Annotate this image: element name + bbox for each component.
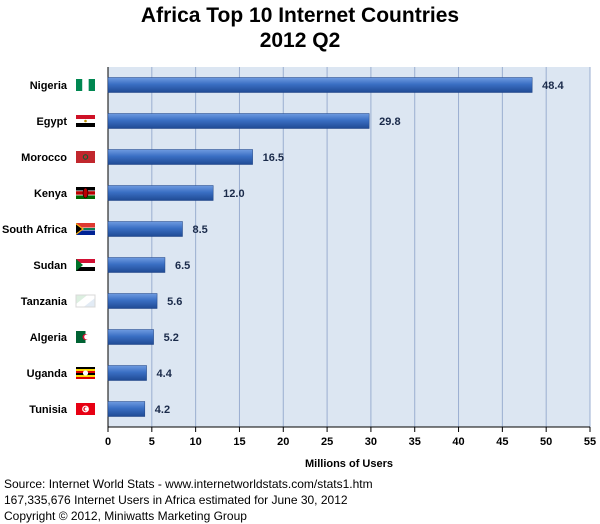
bar: [107, 329, 154, 345]
data-label: 29.8: [379, 116, 400, 128]
bar: [107, 149, 253, 165]
data-label: 5.6: [167, 296, 182, 308]
south-africa-flag-icon: [76, 223, 95, 235]
bar: [107, 401, 146, 417]
kenya-flag-icon: [76, 187, 95, 199]
x-tick-label: 30: [365, 436, 377, 448]
bar: [107, 113, 370, 129]
x-axis-title: Millions of Users: [305, 458, 393, 470]
category-label: Tunisia: [29, 404, 68, 416]
data-label: 8.5: [192, 224, 207, 236]
chart-title-line-2: 2012 Q2: [260, 29, 341, 52]
data-label: 4.4: [157, 368, 173, 380]
x-tick-label: 20: [277, 436, 289, 448]
category-label: Sudan: [33, 260, 67, 272]
data-label: 12.0: [223, 188, 244, 200]
category-label: Nigeria: [30, 80, 68, 92]
estimate-note: 167,335,676 Internet Users in Africa est…: [4, 493, 348, 507]
morocco-flag-icon: [76, 151, 95, 163]
category-label: Algeria: [30, 332, 68, 344]
data-label: 4.2: [155, 404, 170, 416]
uganda-flag-icon: [76, 367, 95, 379]
data-label: 6.5: [175, 260, 190, 272]
data-label: 16.5: [263, 152, 284, 164]
tanzania-flag-icon: [75, 294, 96, 308]
bar: [107, 293, 158, 309]
x-tick-label: 25: [321, 436, 333, 448]
data-label: 5.2: [164, 332, 179, 344]
tunisia-flag-icon: [76, 403, 95, 415]
egypt-flag-icon: [76, 115, 95, 127]
x-tick-label: 10: [190, 436, 202, 448]
bar: [107, 77, 533, 93]
category-label: Morocco: [21, 152, 67, 164]
data-label: 48.4: [542, 80, 564, 92]
x-tick-label: 50: [540, 436, 552, 448]
source-note: Source: Internet World Stats - www.inter…: [4, 477, 373, 491]
bar: [107, 257, 166, 273]
nigeria-flag-icon: [76, 79, 95, 91]
footer: Source: Internet World Stats - www.inter…: [4, 476, 373, 524]
category-labels: Nigeria Egypt Morocco Kenya South Africa Suda…: [2, 80, 68, 416]
bar: [107, 185, 214, 201]
category-label: Egypt: [36, 116, 67, 128]
bars-group: 48.4 29.8 16.5 12.0 8.5 6.5 5.6 5.2 4.4 4.2: [107, 77, 564, 417]
chart-title-line-1: Africa Top 10 Internet Countries: [141, 4, 459, 27]
x-tick-label: 35: [409, 436, 421, 448]
x-tick-label: 5: [149, 436, 155, 448]
category-label: South Africa: [2, 224, 68, 236]
flag-icons: [75, 79, 96, 415]
x-tick-label: 55: [584, 436, 596, 448]
x-tick-label: 40: [452, 436, 464, 448]
bar-chart: Africa Top 10 Internet Countries 2012 Q2…: [2, 4, 596, 470]
x-tick-label: 15: [233, 436, 245, 448]
bar: [107, 221, 183, 237]
x-tick-label: 45: [496, 436, 508, 448]
x-tick-label: 0: [105, 436, 111, 448]
bar: [107, 365, 147, 381]
sudan-flag-icon: [76, 259, 95, 271]
algeria-flag-icon: [76, 331, 95, 343]
x-tick-labels: 0 5 10 15 20 25 30 35 40 45 50 55: [105, 436, 596, 448]
category-label: Kenya: [34, 188, 68, 200]
category-label: Tanzania: [21, 296, 68, 308]
category-label: Uganda: [27, 368, 68, 380]
copyright-note: Copyright © 2012, Miniwatts Marketing Gr…: [4, 509, 247, 523]
